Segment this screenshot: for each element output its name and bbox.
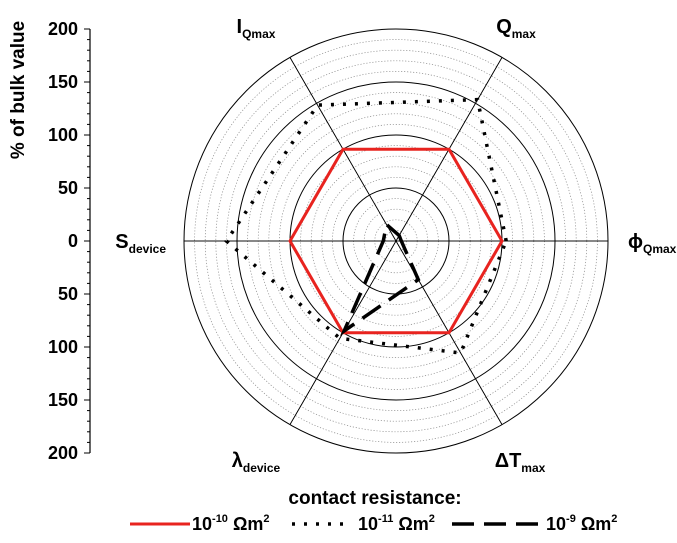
legend: 10-10 Ωm2 10-11 Ωm2 10-9 Ωm2 — [130, 513, 617, 534]
y-tick-label: 200 — [48, 19, 78, 39]
series-line-2 — [224, 97, 509, 355]
series-line-3 — [340, 221, 421, 336]
y-axis: 200 150 100 50 0 50 100 150 200 — [48, 19, 91, 463]
data-series — [224, 97, 509, 355]
radial-axes — [184, 57, 608, 425]
y-tick-label: 50 — [58, 178, 78, 198]
axis-label-s: Sdevice — [115, 231, 166, 256]
y-tick-label: 150 — [48, 390, 78, 410]
legend-label-2: 10-11 Ωm2 — [358, 513, 435, 534]
y-tick-label: 0 — [68, 231, 78, 251]
y-tick-label: 100 — [48, 337, 78, 357]
axis-label-i: IQmax — [237, 16, 276, 41]
axis-labels: ϕQmax Qmax IQmax Sdevice λdevice ΔTmax — [115, 16, 676, 475]
axis-label-lambda: λdevice — [232, 450, 281, 475]
y-tick-label: 200 — [48, 443, 78, 463]
radial-axis-line — [289, 57, 503, 425]
legend-label-1: 10-10 Ωm2 — [192, 513, 270, 534]
y-tick-label: 150 — [48, 72, 78, 92]
y-tick-label: 50 — [58, 284, 78, 304]
y-axis-label: % of bulk value — [8, 21, 29, 159]
series-line-1 — [288, 147, 504, 335]
legend-label-3: 10-9 Ωm2 — [546, 513, 617, 534]
axis-label-q: Qmax — [496, 16, 536, 41]
y-tick-label: 100 — [48, 125, 78, 145]
legend-title: contact resistance: — [288, 488, 461, 509]
axis-label-dt: ΔTmax — [495, 450, 546, 475]
axis-label-phi: ϕQmax — [628, 231, 677, 256]
